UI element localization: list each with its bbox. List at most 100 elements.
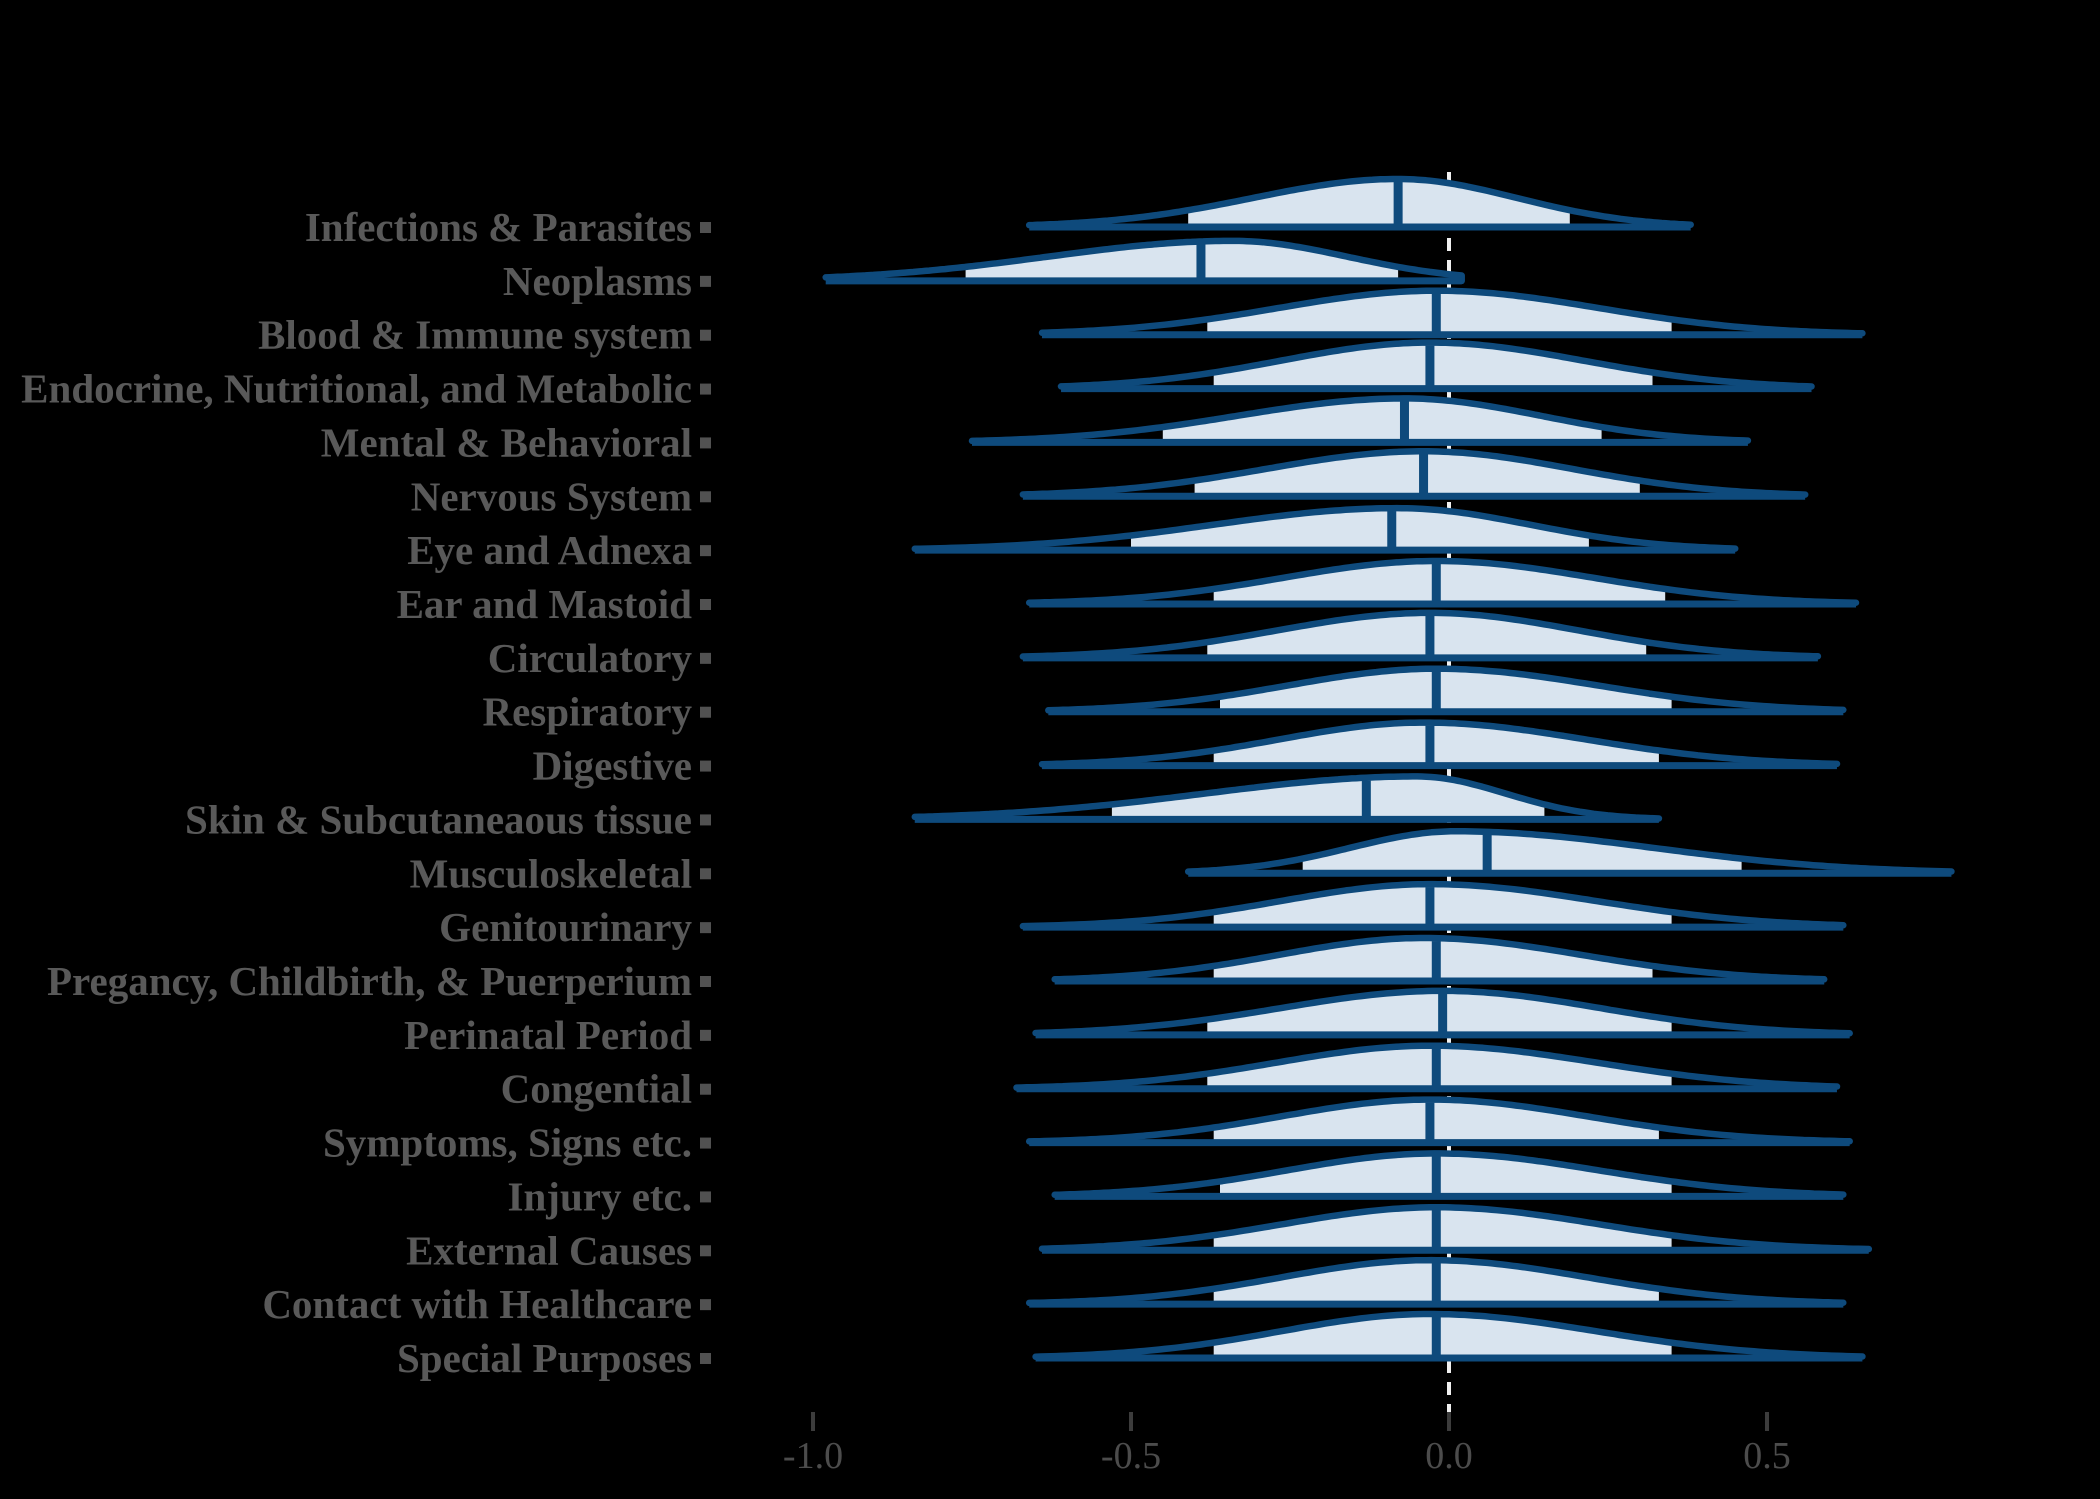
category-label-eye-and-adnexa: Eye and Adnexa: [407, 527, 692, 573]
category-label-neoplasms: Neoplasms: [503, 258, 692, 304]
density-outline: [1038, 719, 1841, 768]
density-fill: [1213, 1207, 1672, 1251]
density-outline: [1025, 175, 1694, 229]
category-label-congential: Congential: [501, 1066, 692, 1112]
category-label-pregancy-childbirth-puerperium: Pregancy, Childbirth, & Puerperium: [47, 958, 692, 1004]
category-label-nervous-system: Nervous System: [411, 473, 692, 519]
density-outline: [1057, 339, 1815, 390]
violin-skin-subcutaneaous-tissue: [911, 773, 1663, 823]
category-tick-square: [700, 1352, 711, 1364]
density-outline: [911, 504, 1739, 553]
violin-ear-and-mastoid: [1025, 557, 1860, 608]
x-axis: -1.0 -0.5 0.0 0.5: [783, 1412, 1791, 1477]
category-tick-square: [700, 491, 711, 503]
violin-infections-parasites: [1025, 175, 1694, 231]
category-label-endocrine-nutritional-and-metabolic: Endocrine, Nutritional, and Metabolic: [21, 366, 692, 412]
category-tick-square: [700, 922, 711, 934]
density-outline: [1019, 880, 1847, 930]
density-fill: [1213, 1099, 1659, 1143]
category-label-injury-etc: Injury etc.: [508, 1173, 692, 1219]
category-tick-square: [700, 545, 711, 557]
violin-circulatory: [1019, 609, 1822, 662]
violin-endocrine-nutritional-and-metabolic: [1057, 339, 1815, 393]
violin-special-purposes: [1032, 1310, 1866, 1362]
category-tick-square: [700, 706, 711, 718]
density-outline: [1038, 1204, 1873, 1253]
category-tick-square: [700, 222, 711, 233]
violin-blood-immune-system: [1038, 287, 1866, 339]
category-label-symptoms-signs-etc: Symptoms, Signs etc.: [323, 1120, 692, 1166]
category-label-digestive: Digestive: [533, 743, 692, 789]
category-tick-square: [700, 1191, 711, 1203]
density-outline: [1025, 1096, 1853, 1145]
violin-nervous-system: [1019, 448, 1809, 500]
violin-respiratory: [1045, 665, 1847, 716]
x-tick-label: 0.0: [1425, 1435, 1473, 1477]
category-tick-square: [700, 1245, 711, 1257]
category-label-mental-behavioral: Mental & Behavioral: [321, 419, 692, 465]
density-fill: [1220, 1153, 1672, 1197]
category-tick-square: [700, 598, 711, 610]
density-outline: [911, 773, 1663, 822]
density-outline: [1184, 828, 1955, 875]
x-tick-label: -0.5: [1101, 1435, 1161, 1477]
category-label-blood-immune-system: Blood & Immune system: [258, 312, 692, 358]
density-outline: [1025, 557, 1860, 606]
category-label-infections-parasites: Infections & Parasites: [305, 204, 692, 250]
category-tick-square: [700, 437, 711, 449]
category-tick-square: [700, 652, 711, 664]
density-fill: [1213, 884, 1672, 928]
x-tick-label: -1.0: [783, 1435, 843, 1477]
violin-neoplasms: [822, 237, 1465, 285]
category-label-respiratory: Respiratory: [482, 689, 692, 735]
density-fill: [1111, 776, 1545, 820]
density-outline: [1045, 665, 1847, 714]
category-tick-square: [700, 868, 711, 880]
density-outline: [1038, 287, 1866, 337]
category-label-special-purposes: Special Purposes: [397, 1335, 692, 1381]
category-tick-square: [700, 275, 711, 287]
category-tick-square: [700, 814, 711, 826]
density-fill: [1188, 179, 1570, 227]
density-outline: [1032, 987, 1853, 1037]
density-fill: [1131, 508, 1589, 551]
violin-musculoskeletal: [1184, 828, 1955, 877]
density-fill: [1302, 831, 1742, 874]
category-tick-square: [700, 383, 711, 395]
density-fill: [1213, 1314, 1672, 1358]
category-tick-square: [700, 975, 711, 987]
x-tick-label: 0.5: [1743, 1435, 1791, 1477]
category-label-circulatory: Circulatory: [488, 635, 693, 681]
density-fill: [965, 240, 1399, 281]
category-tick-square: [700, 760, 711, 772]
category-tick-square: [700, 1029, 711, 1041]
density-outline: [1051, 934, 1828, 983]
violin-digestive: [1038, 719, 1841, 770]
category-label-perinatal-period: Perinatal Period: [404, 1012, 692, 1058]
violin-pregancy-childbirth-puerperium: [1051, 934, 1828, 985]
category-tick-square: [700, 329, 711, 341]
density-outline: [1051, 1150, 1847, 1199]
violin-perinatal-period: [1032, 987, 1853, 1039]
category-label-genitourinary: Genitourinary: [439, 904, 692, 950]
violin-symptoms-signs-etc: [1025, 1096, 1853, 1147]
violin-congential: [1013, 1042, 1841, 1093]
density-fill: [1220, 668, 1672, 712]
category-label-external-causes: External Causes: [406, 1227, 692, 1273]
violin-genitourinary: [1019, 880, 1847, 931]
density-outline: [1025, 1256, 1847, 1307]
density-outline: [1032, 1310, 1866, 1360]
density-outline: [1019, 609, 1822, 660]
density-outline: [1013, 1042, 1841, 1091]
density-fill: [1213, 722, 1659, 766]
violin-mental-behavioral: [968, 395, 1752, 446]
category-tick-square: [700, 1083, 711, 1095]
violin-injury-etc: [1051, 1150, 1847, 1200]
violin-external-causes: [1038, 1204, 1873, 1254]
density-outline: [968, 395, 1752, 445]
category-label-ear-and-mastoid: Ear and Mastoid: [397, 581, 693, 627]
violin-eye-and-adnexa: [911, 504, 1739, 554]
category-label-contact-with-healthcare: Contact with Healthcare: [262, 1281, 692, 1327]
